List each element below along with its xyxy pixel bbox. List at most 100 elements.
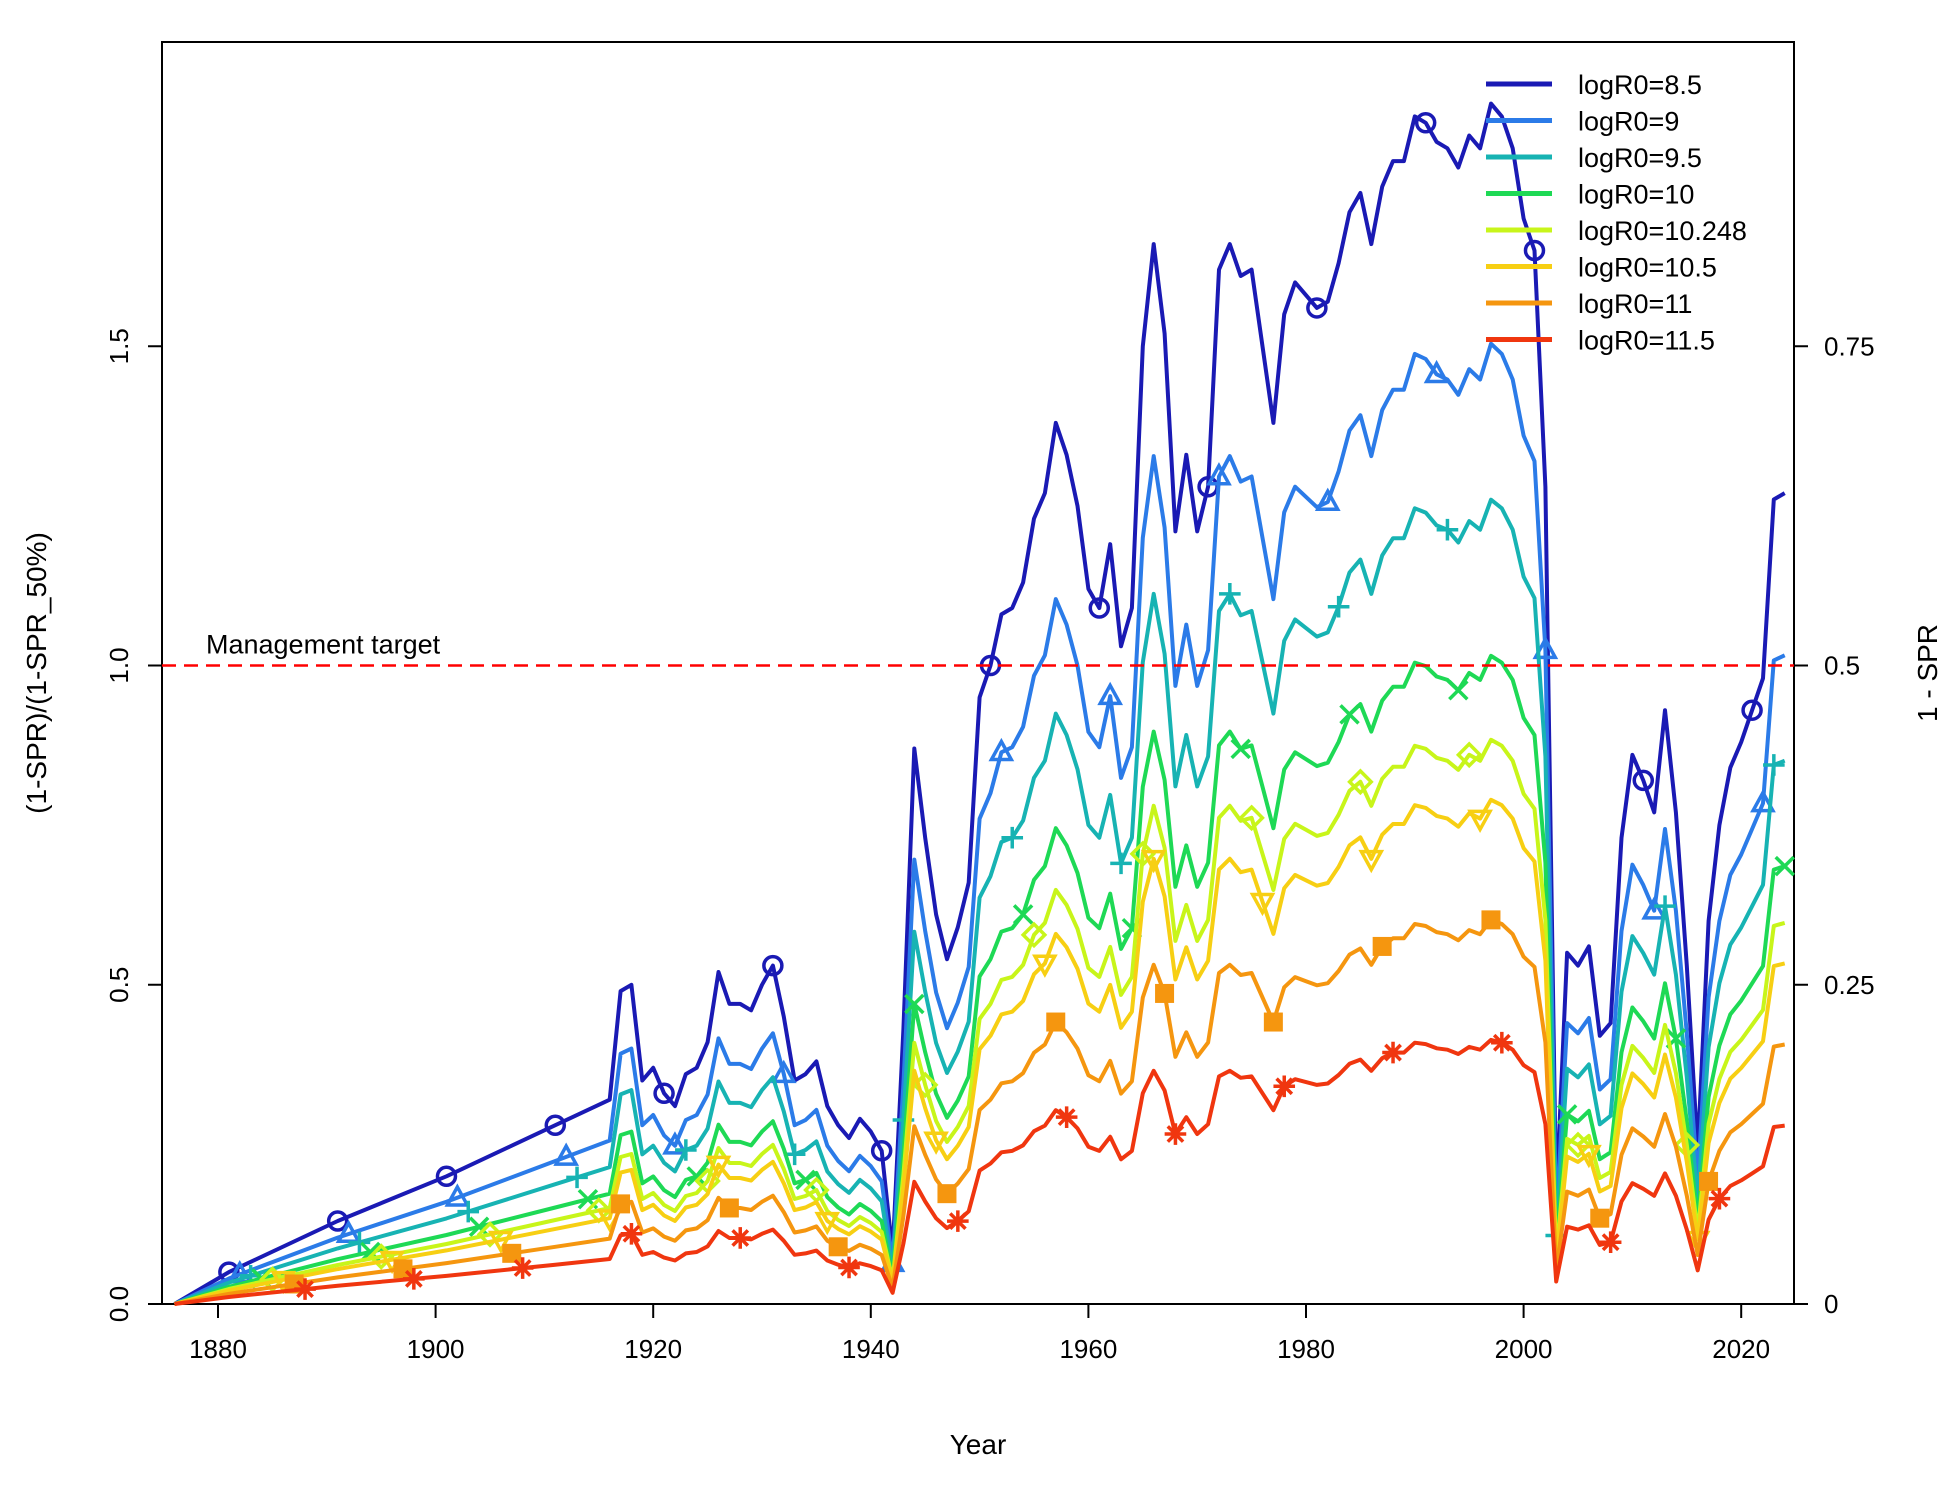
series-marker (1414, 112, 1437, 134)
y-axis-left: 0.0 0.5 1.0 1.5 (104, 328, 162, 1322)
y-axis-title-right: 1 - SPR (1912, 624, 1943, 722)
series-marker (1741, 699, 1763, 721)
series-marker (544, 1114, 567, 1136)
series-marker (729, 1227, 752, 1249)
y2-tick-label: 0.5 (1824, 651, 1860, 681)
series-marker (1467, 809, 1493, 834)
series-marker (1699, 1171, 1719, 1191)
y2-tick-label: 0.25 (1824, 970, 1875, 1000)
series-marker (511, 1257, 534, 1279)
series-marker (762, 954, 784, 977)
series-line (173, 341, 1786, 1306)
series-marker (348, 1231, 371, 1254)
legend: logR0=8.5 logR0=9 logR0=9.5 logR0=10 logR0=1… (1486, 70, 1747, 356)
series-marker (1382, 1041, 1404, 1064)
series-marker (686, 1166, 707, 1187)
series-marker (814, 1211, 841, 1236)
x-tick-label: 2000 (1495, 1334, 1553, 1364)
series-marker (620, 1222, 643, 1245)
series-marker (1532, 635, 1559, 660)
series-marker (1249, 892, 1276, 917)
y-axis-title-left: (1-SPR)/(1-SPR_50%) (21, 532, 52, 814)
series-marker (1632, 769, 1655, 792)
series-marker (326, 1210, 349, 1232)
legend-item: logR0=11 (1486, 289, 1692, 319)
series-logr0-8-5 (173, 101, 1786, 1306)
series-marker (675, 1139, 697, 1161)
series-marker (1654, 895, 1676, 917)
series-marker (1523, 239, 1546, 262)
series-marker (444, 1183, 471, 1207)
y-tick-label: 0.5 (104, 967, 134, 1003)
series-line (174, 917, 1786, 1306)
series-line (173, 497, 1786, 1306)
series-marker (904, 993, 925, 1015)
series-marker (226, 1259, 253, 1284)
series-marker (1641, 896, 1668, 920)
series-logr0-9-5 (173, 497, 1786, 1306)
legend-label: logR0=9.5 (1578, 143, 1702, 173)
series-marker (1001, 826, 1024, 849)
legend-label: logR0=10.248 (1578, 216, 1747, 246)
series-marker (1599, 1231, 1622, 1253)
x-tick-label: 1980 (1277, 1334, 1335, 1364)
legend-item: logR0=9.5 (1486, 143, 1702, 173)
series-marker (1491, 1031, 1513, 1054)
series-marker (1590, 1208, 1610, 1228)
series-line (173, 653, 1786, 1306)
series-marker (1219, 583, 1241, 605)
series-marker (1097, 681, 1124, 706)
management-target-label: Management target (206, 630, 441, 660)
series-marker (1314, 487, 1341, 511)
series-logr0-10-5 (174, 797, 1786, 1306)
series-marker (1088, 597, 1111, 619)
x-tick-label: 1880 (189, 1334, 247, 1364)
series-marker (1436, 518, 1459, 541)
x-tick-label: 1940 (842, 1334, 900, 1364)
series-marker (1327, 595, 1350, 618)
series-marker (457, 1200, 480, 1223)
x-axis: 1880 1900 1920 1940 1960 1980 2000 2020 (189, 1303, 1785, 1364)
series-marker (488, 1230, 514, 1255)
series-line (173, 101, 1786, 1306)
legend-label: logR0=10 (1578, 180, 1694, 210)
legend-item: logR0=11.5 (1486, 326, 1715, 356)
x-tick-label: 1900 (407, 1334, 465, 1364)
series-marker (1263, 1012, 1283, 1032)
series-marker (502, 1243, 522, 1263)
series-marker (828, 1237, 848, 1257)
series-marker (1556, 1104, 1578, 1125)
series-marker (1708, 1187, 1731, 1210)
legend-label: logR0=9 (1578, 107, 1679, 137)
series-marker (1055, 1106, 1078, 1128)
series-marker (988, 737, 1015, 762)
series-marker (1372, 936, 1392, 956)
series-marker (923, 1131, 949, 1155)
series-logr0-11-5 (174, 1031, 1785, 1306)
series-marker (1238, 804, 1265, 832)
series-marker (937, 1184, 957, 1204)
series-marker (1110, 852, 1132, 875)
series-marker (1347, 768, 1374, 796)
x-tick-label: 2020 (1712, 1334, 1770, 1364)
series-marker (403, 1268, 425, 1290)
series-marker (1046, 1012, 1066, 1032)
series-marker (1481, 910, 1501, 930)
x-tick-label: 1960 (1059, 1334, 1117, 1364)
series-marker (1273, 1075, 1296, 1098)
series-marker (838, 1256, 860, 1279)
y2-tick-label: 0 (1824, 1289, 1838, 1319)
series-marker (1306, 297, 1328, 319)
legend-item: logR0=10 (1486, 180, 1694, 210)
series-marker (1564, 1131, 1592, 1159)
series-marker (1155, 983, 1175, 1003)
series-marker (719, 1198, 739, 1218)
series-marker (1206, 462, 1232, 486)
x-tick-label: 1920 (624, 1334, 682, 1364)
y-tick-label: 1.0 (104, 647, 134, 683)
legend-item: logR0=8.5 (1486, 70, 1702, 100)
series-marker (1774, 855, 1795, 877)
series-marker (1020, 921, 1048, 949)
series-logr0-11 (174, 910, 1786, 1306)
